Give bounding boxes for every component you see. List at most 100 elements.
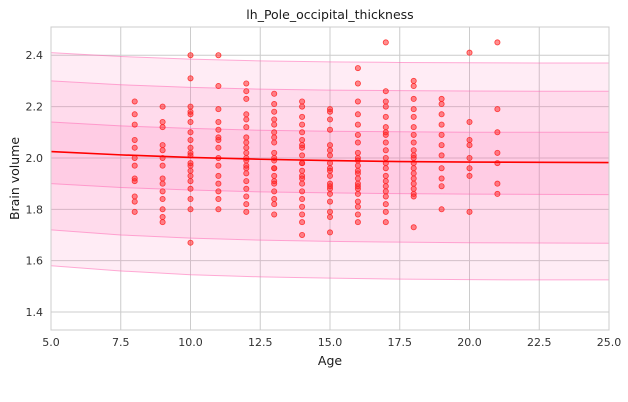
data-point (354, 190, 361, 197)
data-point (187, 108, 194, 115)
data-point (438, 101, 445, 108)
fit-line-group (50, 150, 610, 164)
data-point (410, 147, 417, 154)
data-point (354, 121, 361, 128)
data-point (382, 188, 389, 195)
data-point (215, 196, 222, 203)
data-point (243, 162, 250, 169)
data-point (159, 119, 166, 126)
data-point (466, 165, 473, 172)
band-2-upper-edge (50, 80, 609, 92)
data-point (299, 103, 306, 110)
data-point (466, 208, 473, 215)
data-point (159, 180, 166, 187)
data-point (215, 162, 222, 169)
data-point (354, 98, 361, 105)
data-point (187, 103, 194, 110)
data-point (438, 131, 445, 138)
data-point (326, 126, 333, 133)
data-point (187, 52, 194, 59)
data-point (271, 165, 278, 172)
data-point (243, 95, 250, 102)
data-point (410, 124, 417, 131)
data-point (131, 178, 138, 185)
data-point (271, 201, 278, 208)
data-point (131, 136, 138, 143)
data-point (382, 147, 389, 154)
data-point (187, 136, 194, 143)
y-tick-label: 1.8 (26, 203, 44, 216)
data-point (438, 142, 445, 149)
data-point (299, 98, 306, 105)
data-point (131, 111, 138, 118)
data-point (438, 95, 445, 102)
x-tick-label: 15.0 (318, 336, 343, 349)
data-point (243, 80, 250, 87)
plot-frame (50, 26, 610, 331)
data-point (159, 124, 166, 131)
data-point (326, 190, 333, 197)
fit-line (50, 150, 610, 164)
data-point (271, 129, 278, 136)
data-point (299, 219, 306, 226)
data-point (410, 224, 417, 231)
data-point (271, 90, 278, 97)
data-point (354, 211, 361, 218)
data-point (299, 175, 306, 182)
data-point (382, 39, 389, 46)
data-point (243, 111, 250, 118)
data-point (243, 178, 250, 185)
data-point (354, 198, 361, 205)
data-point (187, 185, 194, 192)
data-point (410, 165, 417, 172)
data-point (410, 77, 417, 84)
data-point (243, 116, 250, 123)
data-point (438, 111, 445, 118)
data-point (243, 170, 250, 177)
data-point (299, 196, 306, 203)
data-point (354, 219, 361, 226)
data-point (382, 208, 389, 215)
data-point (382, 178, 389, 185)
data-point (354, 111, 361, 118)
data-point (299, 167, 306, 174)
data-point (215, 126, 222, 133)
data-point (382, 193, 389, 200)
data-point (159, 196, 166, 203)
data-point (410, 175, 417, 182)
data-point (131, 198, 138, 205)
data-point (410, 131, 417, 138)
data-point (159, 188, 166, 195)
y-axis-ticks: 1.4 1.6 1.8 2.0 2.2 2.4 (26, 49, 44, 319)
data-point (382, 113, 389, 120)
data-point (382, 172, 389, 179)
data-point (438, 152, 445, 159)
data-point (215, 83, 222, 90)
x-tick-label: 10.0 (178, 336, 203, 349)
data-point (326, 229, 333, 236)
data-point (326, 142, 333, 149)
data-point (243, 154, 250, 161)
y-tick-label: 2.4 (26, 49, 44, 62)
data-point (187, 129, 194, 136)
data-point (410, 139, 417, 146)
data-point (131, 193, 138, 200)
y-axis-title: Brain volume (7, 137, 22, 220)
data-point (382, 154, 389, 161)
data-point (438, 121, 445, 128)
data-point (410, 95, 417, 102)
band-1-lower-edge (50, 265, 609, 281)
data-point (159, 214, 166, 221)
x-tick-label: 5.0 (42, 336, 60, 349)
data-point (466, 136, 473, 143)
data-point (410, 185, 417, 192)
data-point (271, 211, 278, 218)
data-point (466, 142, 473, 149)
y-tick-label: 1.6 (26, 255, 44, 268)
data-point (215, 52, 222, 59)
data-point (382, 124, 389, 131)
data-point (215, 180, 222, 187)
data-point (215, 119, 222, 126)
data-point (243, 149, 250, 156)
